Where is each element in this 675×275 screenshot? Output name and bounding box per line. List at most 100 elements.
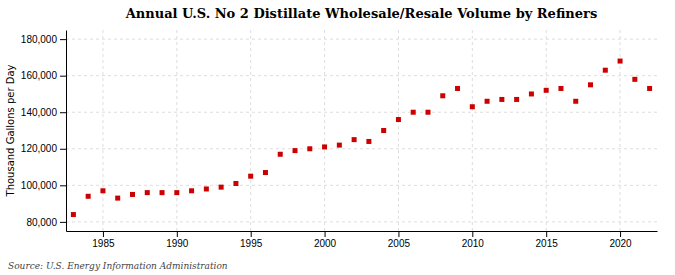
x-tick-mark: [325, 231, 326, 237]
point: [86, 194, 91, 199]
y-tick-label: 140,000: [21, 107, 58, 118]
point: [558, 86, 563, 91]
x-tick: 2005: [388, 231, 411, 249]
x-tick: 1990: [166, 231, 189, 249]
grid-line-y: [66, 148, 657, 149]
x-tick: 2000: [314, 231, 337, 249]
chart: 1985 1990 1995 2000 2005 2010 2015 2020 80,000 10…: [0, 0, 675, 275]
y-tick-mark: [60, 39, 66, 40]
point: [233, 181, 238, 186]
y-tick: 180,000: [21, 34, 66, 45]
points: [71, 59, 652, 217]
x-tick-mark: [472, 231, 473, 237]
point: [204, 186, 209, 191]
grid: [66, 30, 657, 231]
y-tick-label: 120,000: [21, 143, 58, 154]
point: [485, 99, 490, 104]
x-tick-mark: [251, 231, 252, 237]
y-tick-mark: [60, 185, 66, 186]
point: [337, 143, 342, 148]
x-tick: 1995: [240, 231, 263, 249]
point: [307, 146, 312, 151]
y-tick: 140,000: [21, 107, 66, 118]
x-tick: 2010: [462, 231, 485, 249]
grid-line-x: [398, 30, 399, 231]
point: [632, 77, 637, 82]
point: [396, 117, 401, 122]
point: [130, 192, 135, 197]
plot-area: 1985 1990 1995 2000 2005 2010 2015 2020 80,000 10…: [21, 30, 658, 249]
y-tick-label: 100,000: [21, 180, 58, 191]
y-tick: 100,000: [21, 180, 66, 191]
y-tick: 80,000: [26, 217, 66, 228]
point: [411, 110, 416, 115]
x-tick-label: 2010: [462, 238, 485, 249]
y-tick: 120,000: [21, 143, 66, 154]
point: [115, 196, 120, 201]
point: [71, 212, 76, 217]
point: [293, 148, 298, 153]
grid-line-y: [66, 221, 657, 222]
point: [145, 190, 150, 195]
point: [499, 97, 504, 102]
x-tick-label: 1995: [240, 238, 263, 249]
grid-line-x: [324, 30, 325, 231]
point: [573, 99, 578, 104]
point: [189, 188, 194, 193]
point: [425, 110, 430, 115]
point: [603, 68, 608, 73]
x-tick-label: 1985: [92, 238, 115, 249]
chart-container: 1985 1990 1995 2000 2005 2010 2015 2020 80,000 10…: [0, 0, 675, 275]
y-tick: 160,000: [21, 70, 66, 81]
point: [352, 137, 357, 142]
y-tick-label: 160,000: [21, 70, 58, 81]
point: [219, 185, 224, 190]
point: [174, 190, 179, 195]
y-tick-label: 80,000: [26, 217, 57, 228]
x-tick-mark: [620, 231, 621, 237]
y-axis: 80,000 100,000 120,000 140,000 160,000 180,00…: [21, 31, 67, 232]
y-axis-label: Thousand Gallons per Day: [5, 64, 16, 197]
point: [588, 82, 593, 87]
point: [248, 174, 253, 179]
grid-line-x: [472, 30, 473, 231]
point: [440, 93, 445, 98]
point: [544, 88, 549, 93]
point: [647, 86, 652, 91]
grid-line-x: [250, 30, 251, 231]
grid-line-x: [546, 30, 547, 231]
x-axis: 1985 1990 1995 2000 2005 2010 2015 2020: [67, 231, 658, 249]
point: [514, 97, 519, 102]
x-tick-label: 2005: [388, 238, 411, 249]
y-tick-mark: [60, 112, 66, 113]
x-tick-mark: [546, 231, 547, 237]
point: [263, 170, 268, 175]
point: [160, 190, 165, 195]
point: [529, 91, 534, 96]
grid-line-y: [66, 39, 657, 40]
title: Annual U.S. No 2 Distillate Wholesale/Re…: [125, 6, 597, 21]
x-tick-label: 1990: [166, 238, 189, 249]
grid-line-x: [102, 30, 103, 231]
point: [455, 86, 460, 91]
point: [278, 152, 283, 157]
point: [470, 104, 475, 109]
x-tick-label: 2000: [314, 238, 337, 249]
y-tick-mark: [60, 222, 66, 223]
x-tick: 2020: [609, 231, 632, 249]
x-tick: 2015: [536, 231, 559, 249]
grid-line-x: [176, 30, 177, 231]
point: [322, 144, 327, 149]
y-tick-mark: [60, 76, 66, 77]
grid-line-y: [66, 75, 657, 76]
source: Source: U.S. Energy Information Administ…: [8, 261, 228, 271]
x-tick-mark: [177, 231, 178, 237]
grid-line-y: [66, 185, 657, 186]
grid-line-y: [66, 112, 657, 113]
point: [381, 128, 386, 133]
x-axis-line: [67, 231, 658, 232]
point: [366, 139, 371, 144]
x-tick-label: 2015: [536, 238, 559, 249]
x-tick-mark: [398, 231, 399, 237]
x-tick-label: 2020: [609, 238, 632, 249]
